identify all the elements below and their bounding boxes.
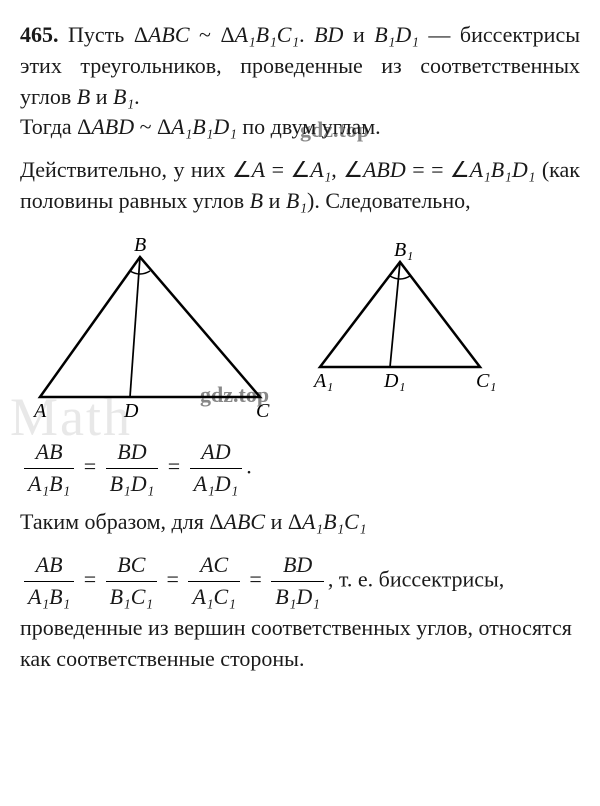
lbl-A1B1D1-2: A₁B₁D₁	[470, 157, 536, 182]
p4-b: и Δ	[265, 509, 302, 534]
f3-den: A₁D₁	[194, 471, 239, 496]
f7-den: B₁D₁	[275, 584, 320, 609]
lbl-A1B1C1-2: A₁B₁C₁	[302, 509, 367, 534]
triangle-small: A₁ B₁ C₁ D₁	[300, 237, 500, 397]
f2-num: BD	[117, 439, 146, 464]
p2-a: Тогда Δ	[20, 114, 91, 139]
svg-text:D: D	[123, 400, 139, 417]
lbl-ABD: ABD	[91, 114, 134, 139]
lbl-BD: BD	[314, 22, 343, 47]
frac-5: BC B₁C₁	[106, 550, 157, 613]
f6-den: A₁C₁	[192, 584, 235, 609]
p3-b: = ∠	[265, 157, 310, 182]
f5-num: BC	[117, 552, 145, 577]
svg-text:C: C	[256, 400, 270, 417]
problem-number: 465.	[20, 22, 59, 47]
equation-1: AB A₁B₁ = BD B₁D₁ = AD A₁D₁ .	[20, 437, 580, 500]
f4-num: AB	[36, 552, 63, 577]
p1-a: Пусть Δ	[68, 22, 148, 47]
paragraph-1: 465. Пусть ΔABC ~ ΔA₁B₁C₁. BD и B₁D₁ — б…	[20, 20, 580, 143]
p3-d: =	[406, 157, 431, 182]
p4-a: Таким образом, для Δ	[20, 509, 224, 534]
p2-c: по двум уг­лам.	[237, 114, 381, 139]
p1-g: .	[134, 84, 140, 109]
f3-num: AD	[201, 439, 230, 464]
p1-c: .	[299, 22, 314, 47]
lbl-A: A	[252, 157, 265, 182]
frac-2: BD B₁D₁	[106, 437, 159, 500]
diagram-container: A B C D A₁ B₁ C₁ D₁	[20, 237, 580, 417]
p3-a: Действительно, у них ∠	[20, 157, 252, 182]
p3-g: и	[263, 188, 286, 213]
frac-1: AB A₁B₁	[24, 437, 74, 500]
svg-text:B: B	[134, 237, 146, 256]
p1-f: и	[90, 84, 113, 109]
equation-2: AB A₁B₁ = BC B₁C₁ = AC A₁C₁ = BD B₁D₁ , …	[20, 550, 580, 674]
lbl-ABD2: ABD	[363, 157, 406, 182]
frac-4: AB A₁B₁	[24, 550, 74, 613]
p3-e: = ∠	[431, 157, 470, 182]
f7-num: BD	[283, 552, 312, 577]
f4-den: A₁B₁	[28, 584, 70, 609]
lbl-A1B1D1: A₁B₁D₁	[171, 114, 237, 139]
p3-c: , ∠	[331, 157, 363, 182]
p2-b: ~ Δ	[134, 114, 171, 139]
f1-den: A₁B₁	[28, 471, 70, 496]
f2-den: B₁D₁	[110, 471, 155, 496]
svg-text:A: A	[32, 400, 47, 417]
paragraph-3: Действительно, у них ∠A = ∠A₁, ∠ABD = = …	[20, 155, 580, 217]
frac-3: AD A₁D₁	[190, 437, 243, 500]
p1-d: и	[343, 22, 374, 47]
lbl-A1: A₁	[310, 157, 331, 182]
frac-6: AC A₁C₁	[188, 550, 239, 613]
f1-num: AB	[36, 439, 63, 464]
lbl-B2: B	[250, 188, 263, 213]
svg-text:C₁: C₁	[476, 370, 496, 392]
lbl-ABC: ABC	[148, 22, 190, 47]
svg-text:B₁: B₁	[394, 239, 413, 261]
f6-num: AC	[200, 552, 228, 577]
lbl-ABC2: ABC	[224, 509, 266, 534]
lbl-B1D1: B₁D₁	[374, 22, 419, 47]
lbl-B1: B₁	[113, 84, 134, 109]
svg-text:A₁: A₁	[312, 370, 333, 392]
p1-b: ~ Δ	[190, 22, 235, 47]
paragraph-4: Таким образом, для ΔABC и ΔA₁B₁C₁	[20, 507, 580, 538]
svg-text:D₁: D₁	[383, 370, 405, 392]
triangle-big: A B C D	[20, 237, 280, 417]
lbl-A1B1C1: A₁B₁C₁	[235, 22, 300, 47]
p3-h: ). Следовательно,	[307, 188, 471, 213]
frac-7: BD B₁D₁	[271, 550, 324, 613]
lbl-B: B	[77, 84, 90, 109]
lbl-B1-2: B₁	[286, 188, 307, 213]
f5-den: B₁C₁	[110, 584, 153, 609]
